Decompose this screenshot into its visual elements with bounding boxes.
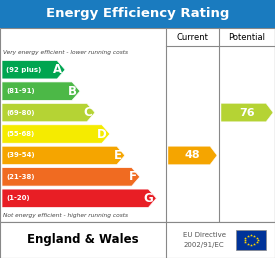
Text: F: F: [129, 170, 137, 183]
Text: EU Directive: EU Directive: [183, 232, 226, 238]
Text: 48: 48: [185, 150, 200, 160]
Text: Potential: Potential: [229, 33, 265, 42]
Text: G: G: [144, 192, 153, 205]
Text: Current: Current: [177, 33, 208, 42]
Text: Energy Efficiency Rating: Energy Efficiency Rating: [46, 7, 229, 20]
Text: Very energy efficient - lower running costs: Very energy efficient - lower running co…: [3, 50, 128, 55]
Text: England & Wales: England & Wales: [27, 233, 139, 246]
Polygon shape: [2, 168, 140, 186]
Text: E: E: [114, 149, 122, 162]
Text: 2002/91/EC: 2002/91/EC: [184, 242, 224, 248]
Polygon shape: [168, 146, 217, 165]
Text: (39-54): (39-54): [6, 152, 35, 158]
Text: A: A: [53, 63, 62, 76]
Text: (92 plus): (92 plus): [6, 67, 41, 73]
Bar: [0, 222, 275, 258]
Polygon shape: [2, 125, 110, 143]
Text: (1-20): (1-20): [6, 195, 30, 201]
Polygon shape: [2, 146, 125, 165]
Bar: [0, 0, 275, 28]
Text: C: C: [83, 106, 92, 119]
Polygon shape: [2, 103, 95, 122]
Text: (55-68): (55-68): [6, 131, 34, 137]
Polygon shape: [2, 82, 80, 100]
Text: (21-38): (21-38): [6, 174, 34, 180]
Text: Not energy efficient - higher running costs: Not energy efficient - higher running co…: [3, 213, 128, 218]
Polygon shape: [221, 103, 273, 122]
Polygon shape: [2, 60, 65, 79]
Text: (81-91): (81-91): [6, 88, 35, 94]
Text: 76: 76: [239, 108, 255, 118]
Text: B: B: [68, 85, 77, 98]
Bar: [0, 28, 275, 222]
Polygon shape: [2, 189, 156, 207]
Bar: [236, 230, 266, 250]
Text: D: D: [97, 127, 107, 141]
Text: (69-80): (69-80): [6, 110, 34, 116]
